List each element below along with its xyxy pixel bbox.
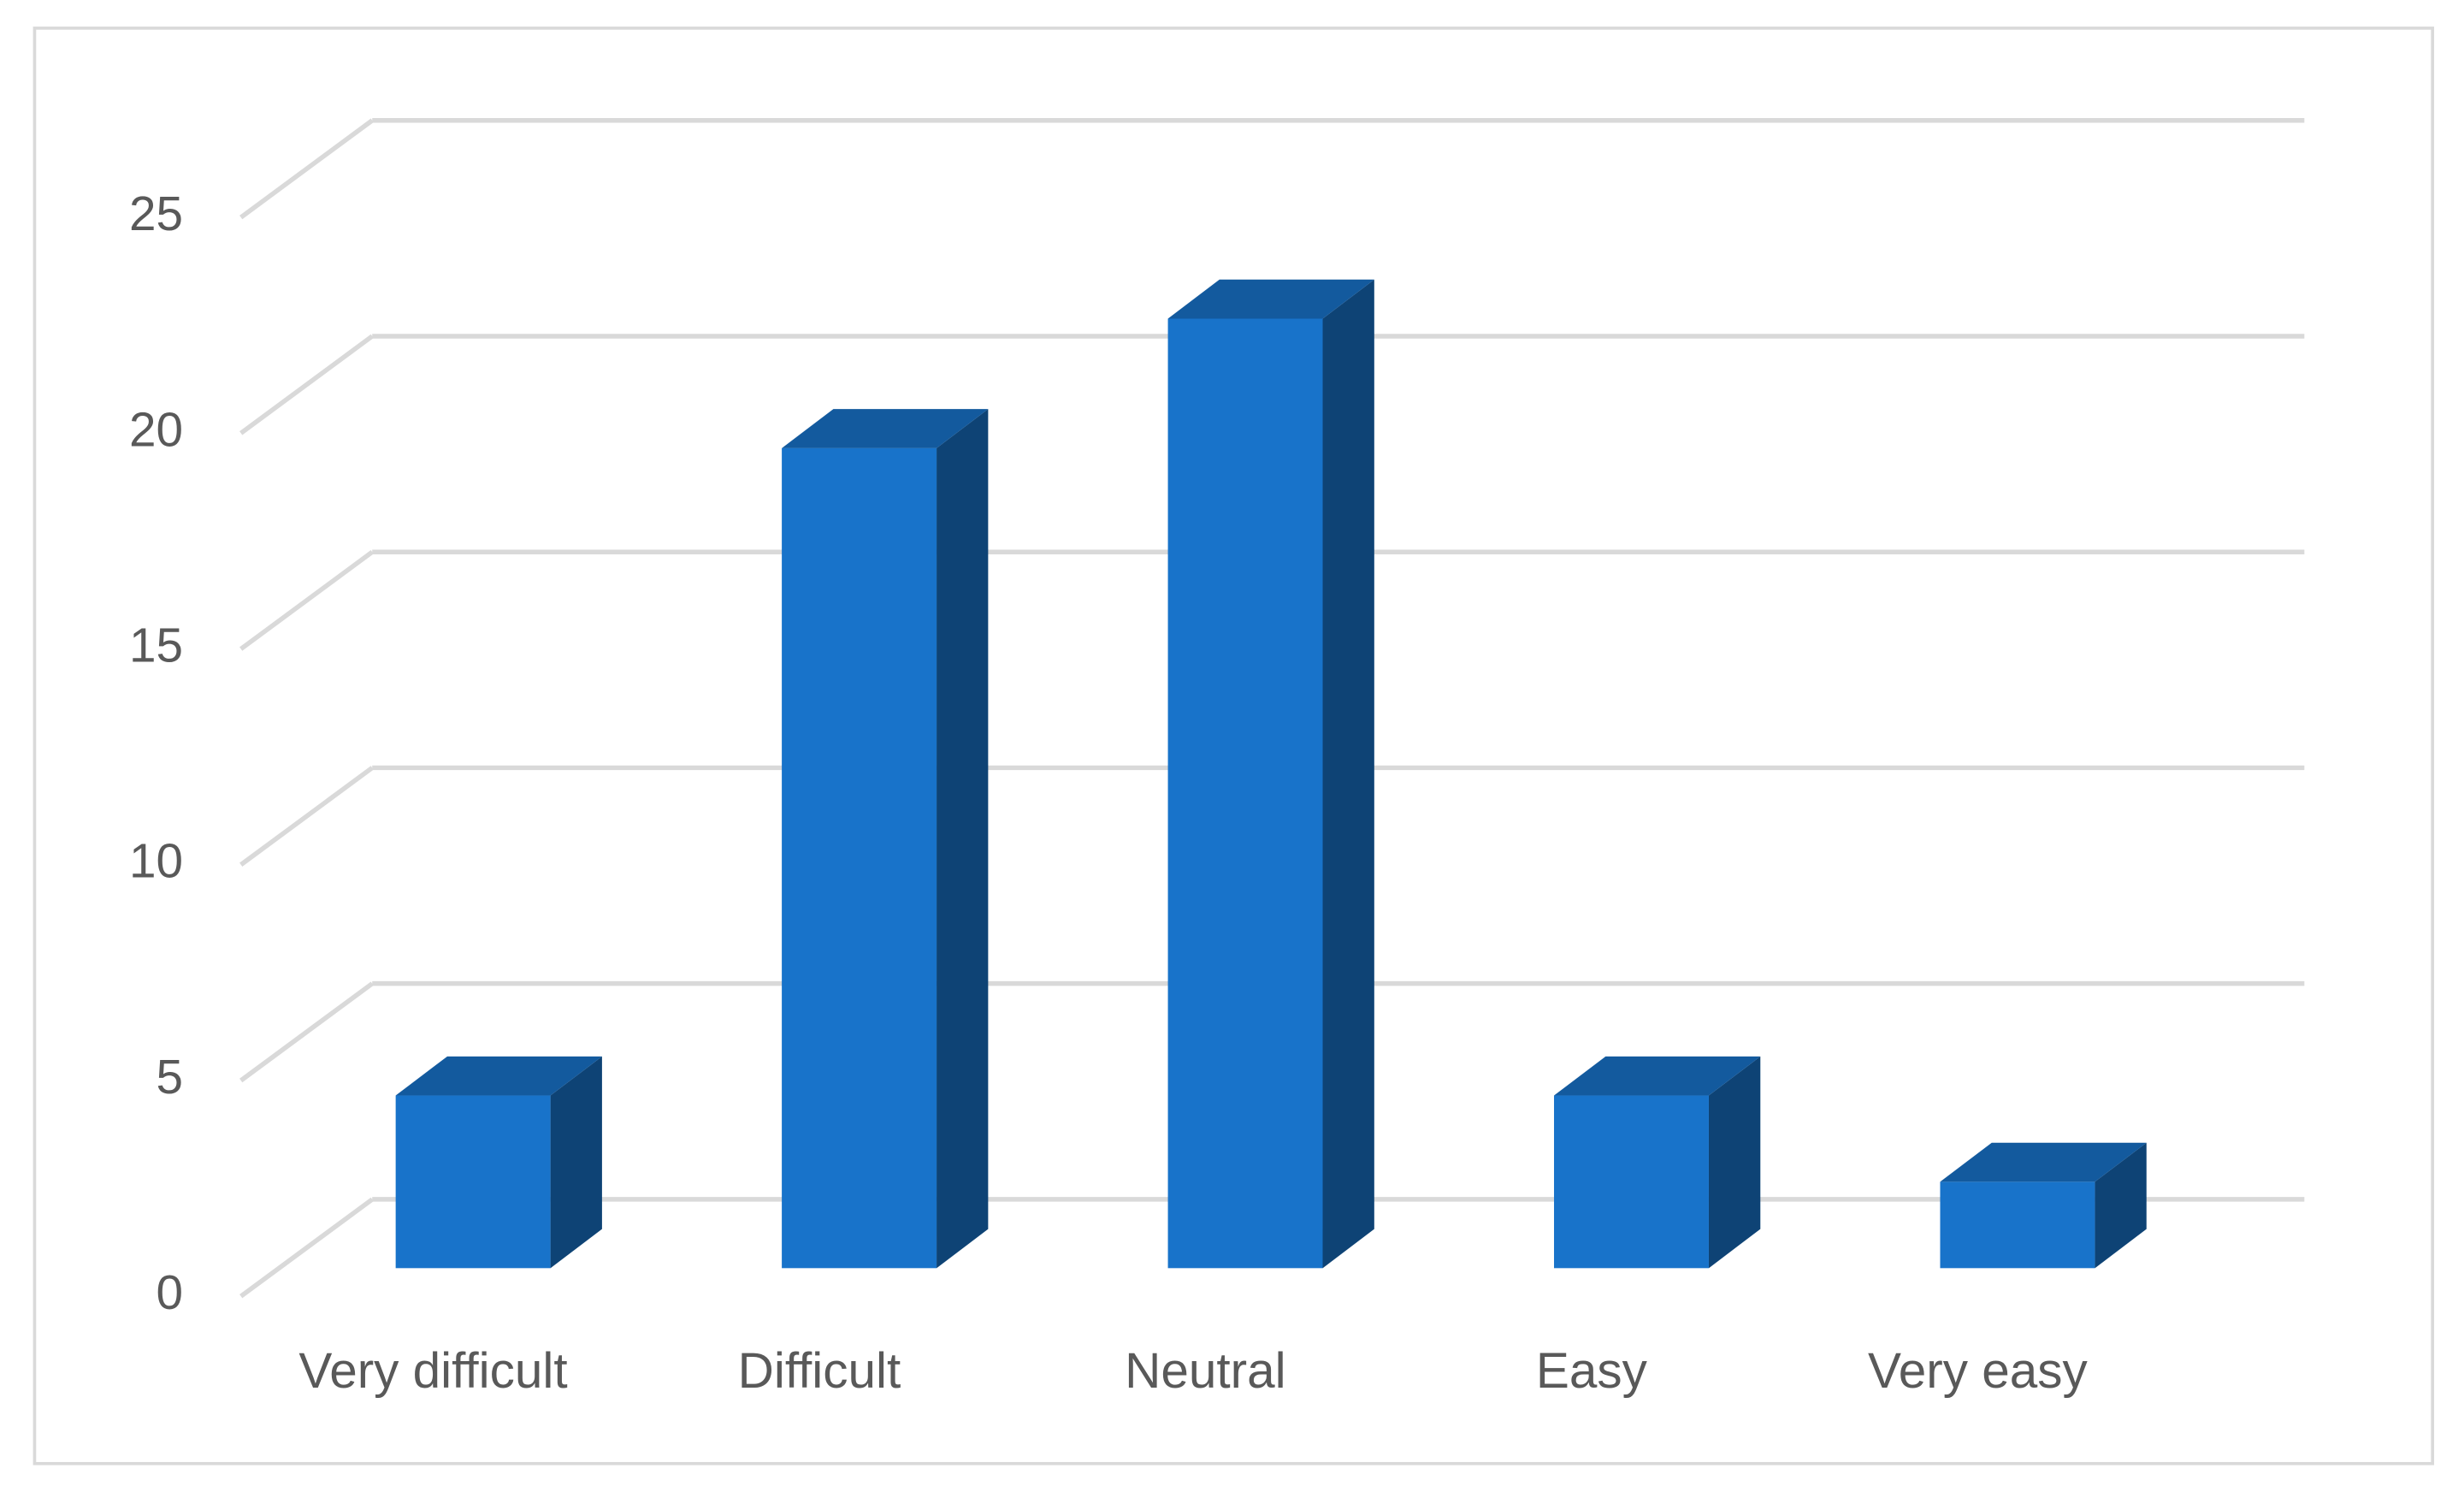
bar [395, 1095, 551, 1269]
y-tick-label: 20 [129, 403, 183, 457]
x-tick-label: Difficult [738, 1343, 901, 1399]
bar [1167, 318, 1323, 1269]
bar-top [782, 409, 989, 448]
x-tick-label: Very difficult [298, 1343, 567, 1399]
bar-side [937, 409, 989, 1269]
bar [1940, 1181, 2095, 1269]
y-tick-label: 0 [157, 1266, 184, 1320]
bar [1554, 1095, 1709, 1269]
bar-side [1708, 1056, 1761, 1269]
x-tick-label: Neutral [1125, 1343, 1285, 1399]
y-tick-label: 10 [129, 835, 183, 889]
wall-grid-line [239, 1197, 374, 1299]
wall-grid-line [239, 981, 374, 1083]
bar-side [1322, 279, 1374, 1269]
bar [782, 447, 937, 1269]
y-tick-label: 25 [129, 187, 183, 241]
y-tick-label: 15 [129, 619, 183, 672]
bar-top [395, 1056, 602, 1096]
bar-top [1940, 1142, 2147, 1182]
wall-grid-line [239, 118, 374, 220]
wall-grid-line [239, 334, 374, 435]
y-tick-label: 5 [157, 1051, 184, 1104]
x-tick-label: Very easy [1868, 1343, 2089, 1399]
bar-side [550, 1056, 602, 1269]
wall-grid-line [239, 549, 374, 651]
bar-top [1167, 279, 1374, 319]
bar-top [1554, 1056, 1761, 1096]
bar-side [2095, 1142, 2147, 1269]
wall-grid-line [239, 766, 374, 867]
x-tick-label: Easy [1536, 1343, 1648, 1399]
